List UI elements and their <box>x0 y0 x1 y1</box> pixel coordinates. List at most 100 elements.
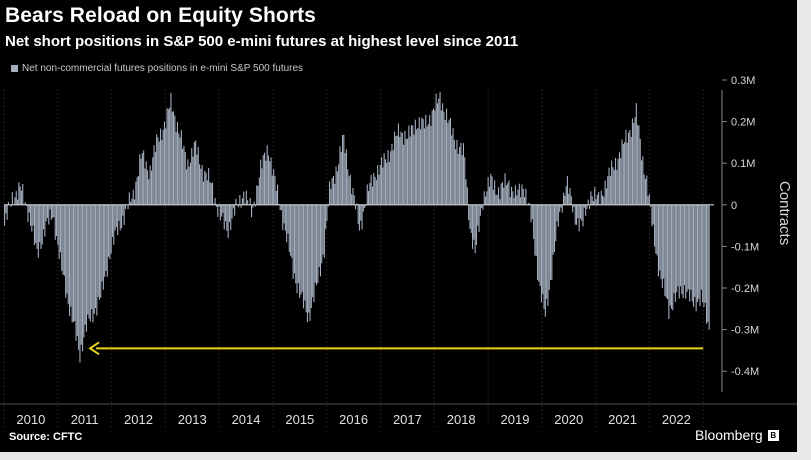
bar <box>72 204 74 322</box>
bar <box>221 204 223 217</box>
bar <box>200 168 202 205</box>
bar <box>310 204 312 308</box>
bar <box>410 125 412 205</box>
bar <box>286 204 288 243</box>
bar <box>420 129 422 205</box>
bar <box>394 131 396 205</box>
bar <box>313 204 315 303</box>
bar <box>28 204 30 213</box>
bar <box>339 146 341 205</box>
bar <box>306 204 308 323</box>
bar <box>464 157 466 205</box>
y-tick-label: -0.4M <box>731 366 759 378</box>
bar <box>267 155 269 205</box>
bar <box>533 204 535 240</box>
bar <box>252 204 254 208</box>
bar <box>54 204 56 240</box>
bar <box>456 139 458 205</box>
bar <box>274 175 276 205</box>
bar <box>384 159 386 205</box>
bar <box>457 153 459 205</box>
bar <box>31 204 33 232</box>
bar <box>231 204 233 219</box>
bar <box>6 204 8 220</box>
bar <box>578 204 580 232</box>
bar <box>373 173 375 205</box>
bar <box>316 204 318 286</box>
bar <box>147 170 149 205</box>
bar <box>531 204 533 220</box>
bar <box>344 153 346 205</box>
bar <box>332 175 334 205</box>
bar <box>573 204 575 208</box>
bar <box>69 204 71 316</box>
bar <box>612 167 614 205</box>
bar <box>694 204 696 297</box>
bar <box>104 204 106 277</box>
bar <box>603 196 605 205</box>
bar <box>622 144 624 205</box>
bar <box>277 184 279 205</box>
bar <box>574 204 576 225</box>
bar <box>681 204 683 295</box>
bar <box>434 110 436 205</box>
bar <box>444 119 446 205</box>
bar <box>501 182 503 205</box>
bar <box>234 204 236 216</box>
bar <box>659 204 661 271</box>
bar <box>630 136 632 205</box>
y-tick-label: 0.3M <box>731 75 755 87</box>
bar <box>553 204 555 252</box>
bar <box>175 131 177 205</box>
bar <box>162 129 164 205</box>
bar <box>488 186 490 205</box>
bar <box>617 158 619 205</box>
bar <box>555 204 557 242</box>
bar <box>479 204 481 216</box>
bar <box>443 111 445 205</box>
bar <box>704 204 706 303</box>
bar <box>88 204 90 319</box>
bar <box>625 129 627 205</box>
bar <box>514 185 516 205</box>
bar <box>123 204 125 225</box>
bar <box>111 204 113 237</box>
bar <box>355 204 357 210</box>
bar <box>338 164 340 205</box>
bar <box>378 174 380 205</box>
bar <box>691 204 693 302</box>
bar <box>611 160 613 205</box>
bar <box>106 204 108 277</box>
bar <box>673 204 675 294</box>
bar <box>368 191 370 205</box>
bar <box>448 119 450 205</box>
bar <box>490 173 492 205</box>
bar <box>270 157 272 205</box>
bar <box>156 134 158 205</box>
x-tick-label: 2019 <box>501 412 530 427</box>
bar <box>186 169 188 205</box>
bar <box>604 180 606 205</box>
bar <box>538 204 540 282</box>
bar <box>370 174 372 205</box>
bar <box>93 204 95 314</box>
bar <box>499 199 501 205</box>
bar <box>317 204 319 283</box>
bar <box>607 176 609 205</box>
bar <box>10 204 12 207</box>
bar <box>182 148 184 205</box>
bar <box>17 199 19 205</box>
bar <box>161 139 163 205</box>
bar <box>39 204 41 242</box>
bar <box>173 111 175 205</box>
bar <box>143 150 145 205</box>
bar <box>374 176 376 205</box>
bar <box>82 204 84 352</box>
bar <box>657 204 659 277</box>
bar <box>37 204 39 258</box>
bar <box>5 204 7 214</box>
bar <box>166 108 168 205</box>
bar <box>71 204 73 323</box>
bar <box>353 195 355 205</box>
bar <box>265 160 267 205</box>
